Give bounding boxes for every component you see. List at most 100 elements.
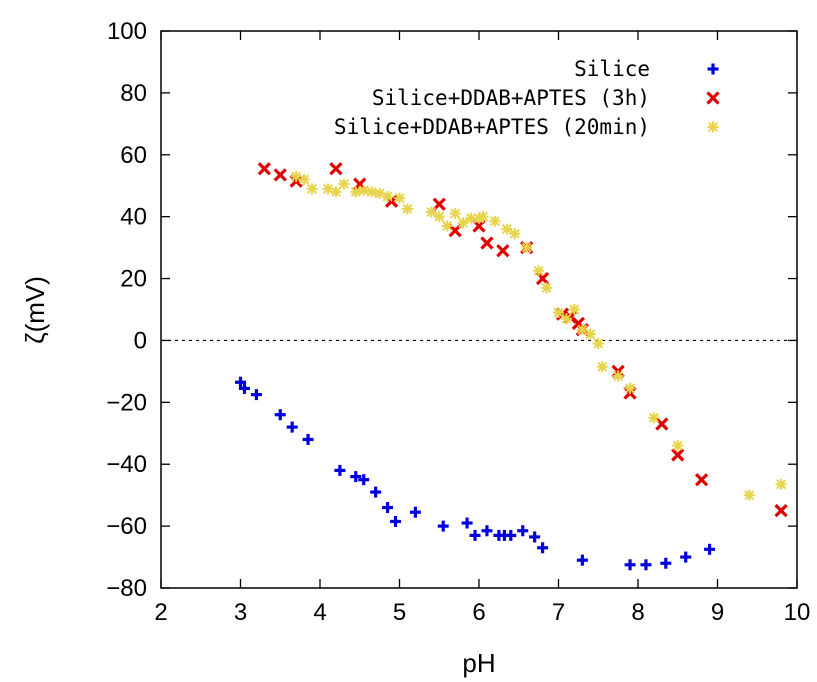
legend-label: Silice+DDAB+APTES (20min) xyxy=(334,115,650,139)
data-point xyxy=(274,409,286,421)
data-point xyxy=(433,211,445,223)
x-tick-label: 8 xyxy=(631,599,644,626)
y-tick-label: 80 xyxy=(120,80,147,107)
data-point xyxy=(409,506,421,518)
data-point xyxy=(302,433,314,445)
data-point xyxy=(338,178,350,190)
data-point xyxy=(461,517,473,529)
y-tick-label: 60 xyxy=(120,142,147,169)
y-tick-label: 100 xyxy=(107,18,147,45)
data-point xyxy=(257,162,271,176)
data-point xyxy=(509,228,521,240)
data-point xyxy=(358,474,370,486)
y-tick-label: −80 xyxy=(106,575,147,602)
data-point xyxy=(624,559,636,571)
data-point xyxy=(553,307,564,319)
x-tick-label: 2 xyxy=(154,599,167,626)
data-point xyxy=(235,376,246,388)
data-point xyxy=(350,471,362,483)
data-point xyxy=(250,389,262,401)
data-point xyxy=(489,215,501,227)
data-point xyxy=(521,242,533,254)
data-point xyxy=(743,489,755,501)
data-point xyxy=(541,282,553,294)
data-point xyxy=(401,203,413,215)
data-point xyxy=(370,486,382,498)
data-point xyxy=(382,502,394,514)
data-point xyxy=(457,217,469,229)
data-point xyxy=(350,186,362,198)
data-point xyxy=(584,328,596,340)
data-point xyxy=(568,304,580,315)
x-axis-label: pH xyxy=(462,648,495,678)
data-point xyxy=(672,440,684,452)
plot-frame xyxy=(160,30,798,589)
data-point xyxy=(505,529,517,541)
data-point xyxy=(576,324,588,336)
data-point xyxy=(382,191,394,203)
data-point xyxy=(648,412,660,424)
data-point xyxy=(655,417,669,431)
x-tick-label: 5 xyxy=(393,599,406,626)
legend-label: Silice xyxy=(574,57,650,81)
data-point xyxy=(334,464,346,476)
data-point xyxy=(576,554,588,566)
data-point xyxy=(394,192,405,204)
y-tick-label: 20 xyxy=(120,266,147,293)
data-point xyxy=(480,236,494,250)
y-tick-label: 40 xyxy=(120,204,147,231)
data-point xyxy=(469,529,481,541)
data-point xyxy=(437,520,449,532)
legend-marker xyxy=(707,121,719,133)
data-point xyxy=(330,186,342,198)
data-point xyxy=(366,186,378,198)
x-tick-label: 3 xyxy=(234,599,247,626)
x-tick-label: 6 xyxy=(472,599,485,626)
data-point xyxy=(704,543,716,555)
data-point xyxy=(501,223,513,235)
data-point xyxy=(298,174,310,186)
y-tick-label: −40 xyxy=(106,451,147,478)
series-2 xyxy=(257,162,788,518)
data-point xyxy=(774,504,788,518)
data-point xyxy=(537,542,549,554)
y-tick-label: 0 xyxy=(134,327,147,354)
data-point xyxy=(390,515,402,527)
data-point xyxy=(238,382,250,394)
data-point xyxy=(358,184,370,196)
data-point xyxy=(560,313,572,325)
data-point xyxy=(449,208,461,220)
data-point xyxy=(477,211,489,223)
y-tick-label: −20 xyxy=(106,389,147,416)
data-point xyxy=(425,206,437,218)
x-tick-label: 9 xyxy=(711,599,724,626)
data-point xyxy=(517,525,529,537)
x-tick-label: 4 xyxy=(313,599,326,626)
data-point xyxy=(374,187,386,199)
data-point xyxy=(660,557,672,569)
data-point xyxy=(533,265,545,277)
x-tick-label: 10 xyxy=(784,599,811,626)
x-tick-label: 7 xyxy=(552,599,565,626)
data-point xyxy=(775,478,787,490)
data-point xyxy=(496,244,510,258)
data-point xyxy=(640,559,652,571)
legend-marker xyxy=(707,63,719,75)
legend-marker xyxy=(706,91,720,105)
data-point xyxy=(481,525,493,537)
data-point xyxy=(624,382,636,394)
legend-label: Silice+DDAB+APTES (3h) xyxy=(372,86,650,110)
series-1 xyxy=(235,376,716,571)
data-point xyxy=(273,168,287,182)
data-point xyxy=(596,361,608,373)
y-tick-label: −60 xyxy=(106,513,147,540)
data-point xyxy=(286,421,298,433)
data-point xyxy=(671,448,685,462)
data-point xyxy=(329,162,343,176)
data-point xyxy=(306,183,318,195)
data-point xyxy=(612,370,624,382)
y-axis-label: ζ(mV) xyxy=(20,276,50,344)
data-point xyxy=(694,473,709,487)
